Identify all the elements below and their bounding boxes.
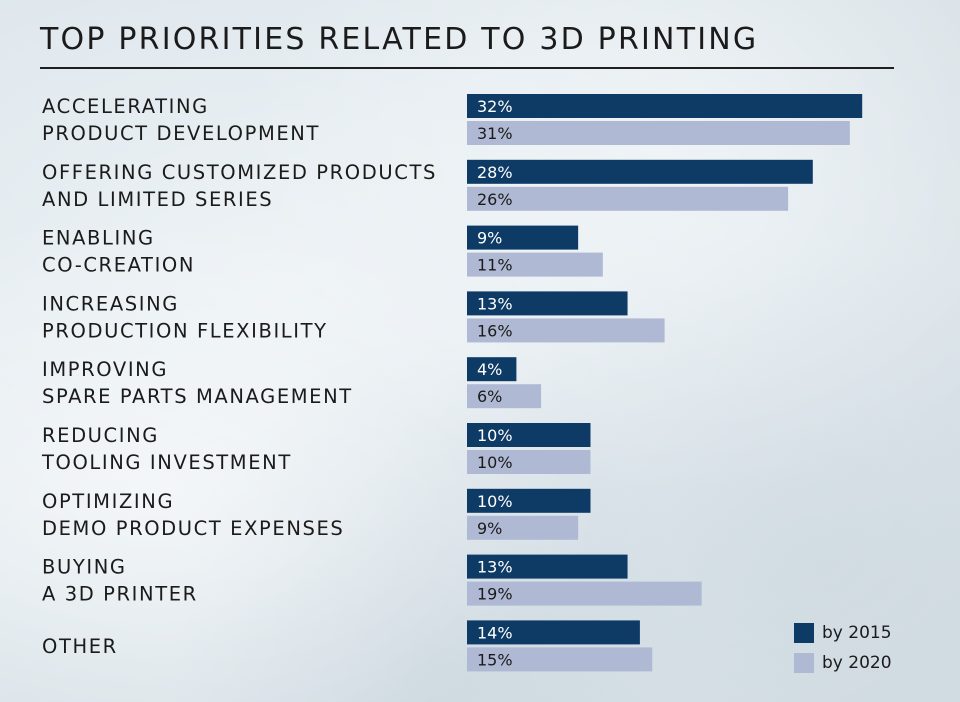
category-label: ENABLING (42, 227, 155, 250)
category-label: CO-CREATION (42, 254, 195, 277)
data-label-2020: 31% (477, 124, 513, 143)
legend-swatch-2015 (794, 622, 814, 643)
category-label: OPTIMIZING (42, 490, 174, 513)
category-label: DEMO PRODUCT EXPENSES (42, 517, 344, 540)
bar-2020 (467, 384, 542, 409)
bar-2015 (467, 159, 813, 184)
bar-2015 (467, 620, 640, 645)
category-label: OFFERING CUSTOMIZED PRODUCTS (42, 161, 437, 184)
data-label-2020: 19% (477, 585, 513, 604)
title-underline (40, 67, 894, 69)
data-label-2015: 14% (477, 623, 513, 642)
legend-item-2015: by 2015 (794, 622, 892, 643)
category-label: PRODUCTION FLEXIBILITY (42, 319, 328, 342)
category-label: SPARE PARTS MANAGEMENT (42, 385, 353, 408)
data-label-2020: 11% (477, 256, 513, 275)
category-label: A 3D PRINTER (42, 583, 198, 606)
category-label: BUYING (42, 556, 127, 579)
legend-label-2020: by 2020 (822, 652, 892, 673)
chart-title: TOP PRIORITIES RELATED TO 3D PRINTING (40, 22, 759, 57)
category-label: INCREASING (42, 292, 179, 315)
bar-2020 (467, 252, 603, 277)
data-label-2015: 9% (477, 229, 502, 248)
data-label-2020: 15% (477, 650, 513, 669)
category-label: IMPROVING (42, 358, 168, 381)
data-label-2015: 13% (477, 294, 513, 313)
data-label-2020: 9% (477, 519, 502, 538)
bar-2015 (467, 423, 591, 447)
data-label-2020: 10% (477, 453, 513, 472)
category-label: ACCELERATING (42, 95, 209, 118)
data-label-2015: 10% (477, 426, 513, 445)
bar-2015 (467, 554, 628, 579)
legend: by 2015 by 2020 (794, 622, 892, 682)
bar-2020 (467, 186, 789, 211)
data-label-2015: 4% (477, 360, 502, 379)
legend-label-2015: by 2015 (822, 622, 892, 643)
bar-2015 (467, 225, 579, 250)
bar-2015 (467, 94, 863, 118)
bar-2020 (467, 318, 665, 343)
bar-2015 (467, 291, 628, 316)
category-label: PRODUCT DEVELOPMENT (42, 122, 320, 145)
bar-2020 (467, 450, 591, 474)
data-label-2020: 16% (477, 321, 513, 340)
bar-2020 (467, 647, 653, 672)
legend-swatch-2020 (794, 652, 814, 673)
data-label-2015: 28% (477, 163, 513, 182)
data-label-2020: 26% (477, 190, 513, 209)
legend-item-2020: by 2020 (794, 652, 892, 673)
data-label-2015: 13% (477, 558, 513, 577)
data-label-2015: 32% (477, 97, 513, 116)
bar-2020 (467, 121, 850, 145)
category-label: TOOLING INVESTMENT (41, 451, 292, 474)
data-label-2020: 6% (477, 387, 502, 406)
bar-2020 (467, 515, 579, 540)
data-label-2015: 10% (477, 492, 513, 511)
category-label: OTHER (42, 635, 118, 658)
category-label: AND LIMITED SERIES (42, 188, 273, 211)
bar-2015 (467, 488, 591, 513)
bar-2020 (467, 581, 702, 606)
bar-2015 (467, 357, 517, 382)
category-label: REDUCING (42, 424, 159, 447)
